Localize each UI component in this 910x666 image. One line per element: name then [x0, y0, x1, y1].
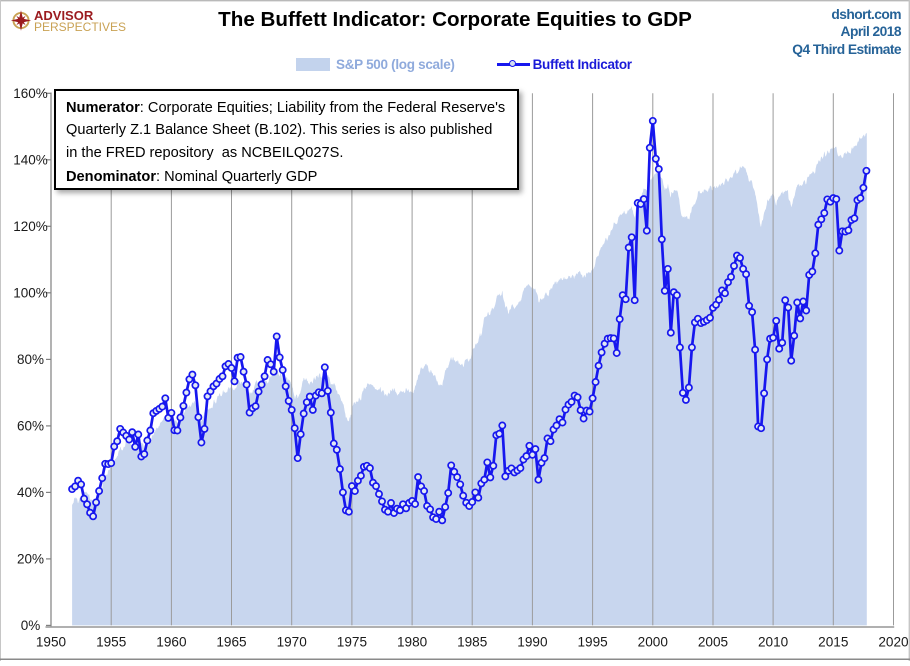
svg-text:1965: 1965 [216, 635, 246, 650]
svg-text:120%: 120% [13, 219, 48, 234]
svg-text:2010: 2010 [758, 635, 789, 650]
svg-text:1990: 1990 [517, 635, 548, 650]
svg-text:1960: 1960 [156, 635, 187, 650]
svg-text:80%: 80% [17, 352, 44, 367]
svg-text:1995: 1995 [577, 635, 607, 650]
svg-text:1985: 1985 [457, 635, 487, 650]
svg-text:1980: 1980 [397, 635, 428, 650]
svg-text:160%: 160% [13, 86, 48, 101]
svg-text:1970: 1970 [277, 635, 308, 650]
svg-text:60%: 60% [17, 419, 44, 434]
svg-text:140%: 140% [13, 153, 48, 168]
svg-text:2020: 2020 [878, 635, 909, 650]
svg-text:2000: 2000 [638, 635, 669, 650]
svg-text:2015: 2015 [818, 635, 848, 650]
svg-text:40%: 40% [17, 485, 44, 500]
svg-text:100%: 100% [13, 286, 48, 301]
svg-text:1950: 1950 [36, 635, 67, 650]
svg-text:2005: 2005 [698, 635, 728, 650]
svg-text:0%: 0% [21, 618, 41, 633]
svg-text:20%: 20% [17, 552, 44, 567]
svg-text:1955: 1955 [96, 635, 126, 650]
svg-text:1975: 1975 [337, 635, 367, 650]
